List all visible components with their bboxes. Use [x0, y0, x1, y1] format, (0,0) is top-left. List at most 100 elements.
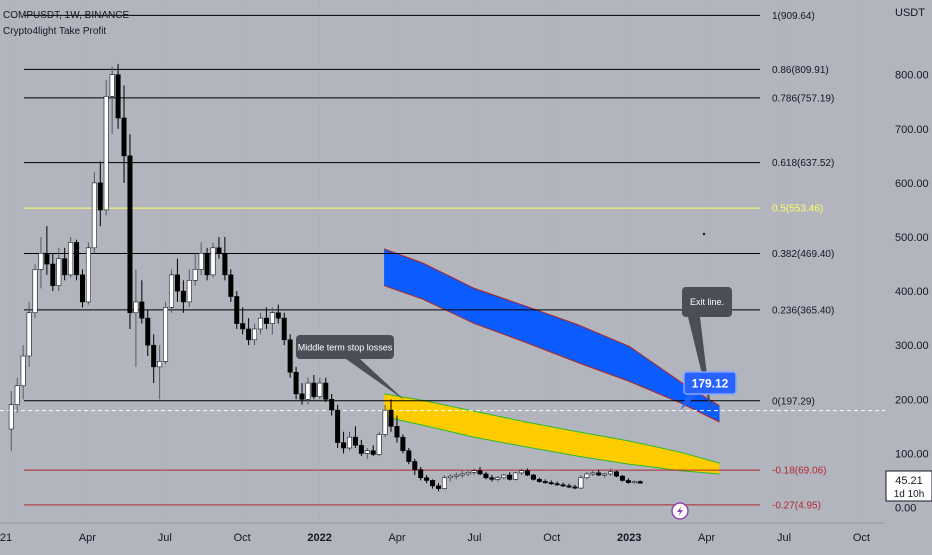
candle-body [400, 436, 406, 451]
y-tick-label: 500.00 [895, 232, 929, 244]
candle-body [471, 470, 477, 473]
candle-body [566, 485, 572, 488]
callout-box [682, 287, 732, 317]
band-upper-edge [384, 393, 720, 464]
candle-body [157, 361, 163, 368]
x-tick-label: Apr [698, 532, 715, 544]
candle-body [507, 474, 513, 480]
indicator-label[interactable]: Crypto4light Take Profit [3, 26, 107, 37]
candle-body [192, 269, 198, 281]
band-layer [383, 248, 720, 475]
candle-body [459, 473, 465, 476]
fib-level-label: 0.786(757.19) [772, 93, 834, 104]
fib-level-label: -0.18(69.06) [772, 466, 826, 477]
price-badge [683, 371, 737, 395]
candle-body [305, 382, 311, 400]
fib-level-label: 0(197.29) [772, 396, 815, 407]
candle-body [26, 312, 32, 357]
candle-body [625, 480, 631, 483]
candle-body [246, 328, 252, 341]
candle-body [287, 339, 293, 373]
candle-body [210, 247, 216, 276]
candle-body [406, 450, 412, 462]
candle-body [513, 472, 519, 480]
candle-body [145, 317, 151, 346]
candle-body [465, 472, 471, 475]
candle-body [388, 409, 394, 427]
callout-pointer [688, 317, 712, 413]
candle-body [38, 252, 44, 270]
candle-body [542, 481, 548, 484]
callout-text: Middle term stop losses [298, 343, 393, 353]
candle-body [536, 479, 542, 482]
candle-body [394, 426, 400, 438]
x-tick-label: Apr [388, 532, 405, 544]
y-tick-label: 600.00 [895, 178, 929, 190]
candle-body [578, 477, 584, 489]
candle-body [109, 74, 115, 97]
x-tick-label: 21 [0, 532, 12, 544]
candle-body [163, 307, 169, 362]
callout-pointer [346, 359, 405, 401]
candle-body [14, 385, 20, 406]
symbol-title: COMPUSDT, 1W, BINANCE [3, 10, 130, 21]
y-tick-label: 200.00 [895, 394, 929, 406]
fib-level-label: 0.86(809.91) [772, 65, 829, 76]
candle-body [252, 328, 258, 341]
x-tick-label: 2023 [617, 532, 641, 544]
candle-body [85, 247, 91, 303]
price-badge-value: 179.12 [692, 377, 729, 391]
candle-body [168, 274, 174, 308]
candle-body [151, 344, 157, 368]
x-tick-label: Apr [79, 532, 96, 544]
candle-body [584, 473, 590, 479]
x-tick-label: Jul [777, 532, 791, 544]
candle-body [121, 117, 127, 157]
candle-body [572, 486, 578, 489]
fib-level-layer: 1(909.64) 0.86(809.91) 0.786(757.19) 0.618(… [0, 11, 885, 511]
candle-body [293, 371, 299, 395]
candle-body [483, 473, 489, 479]
candle-body [299, 393, 305, 400]
y-tick-label: 300.00 [895, 340, 929, 352]
candle-body [263, 317, 269, 324]
candle-body [430, 480, 436, 487]
time-axis[interactable]: 21 Apr Jul Oct 2022 Apr Jul Oct 2023 Apr Jul Oct [0, 522, 885, 544]
candle-body [329, 398, 335, 411]
annotation-layer: Middle term stop losses Exit line. 179.12 [296, 232, 737, 520]
candle-body [50, 263, 56, 286]
candle-body [631, 481, 637, 484]
fib-level-label: 0.5(553.46) [772, 204, 823, 215]
candle-body [74, 242, 80, 276]
candle-body [596, 472, 602, 476]
candle-body [234, 296, 240, 324]
x-tick-label: Jul [158, 532, 172, 544]
band-fill [384, 248, 720, 422]
candle-body [103, 96, 109, 211]
candle-body [228, 274, 234, 297]
candle-body [257, 317, 263, 330]
candle-body [115, 74, 121, 119]
candle-body [382, 409, 388, 435]
price-axis[interactable]: USDT 0.00 100.00 200.00 300.00 400.00 500.00 60… [885, 7, 932, 515]
candle-body [441, 477, 447, 489]
candle-body [79, 274, 85, 303]
candle-body [281, 317, 287, 341]
candle-body [20, 355, 26, 387]
candle-body [341, 442, 347, 449]
y-tick-label: 0.00 [895, 503, 916, 515]
x-tick-label: Oct [234, 532, 251, 544]
candle-body [637, 481, 643, 484]
candle-body [489, 477, 495, 480]
band-lower-edge [383, 285, 720, 423]
fib-level-label: 1(909.64) [772, 11, 815, 22]
candle-body [519, 470, 525, 474]
x-tick-label: Oct [853, 532, 870, 544]
candle-body [269, 312, 275, 324]
candle-body [311, 382, 317, 397]
y-tick-label: 700.00 [895, 124, 929, 136]
candle-body [62, 258, 68, 276]
candle-body [97, 182, 103, 211]
